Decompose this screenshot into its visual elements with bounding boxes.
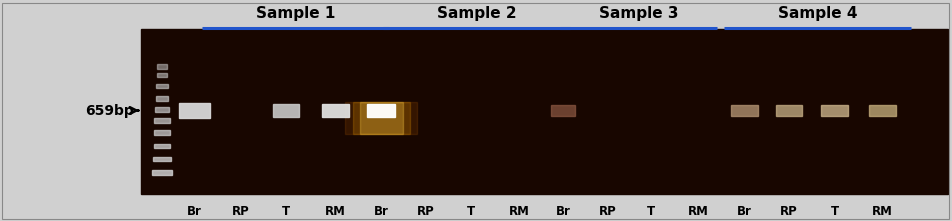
Bar [141,29,947,37]
Text: Sample 3: Sample 3 [598,6,678,21]
Bar [141,170,947,178]
Bar [821,105,847,116]
Bar [141,45,947,53]
Bar [141,161,947,170]
Text: RP: RP [780,205,797,217]
Bar [179,103,209,118]
Bar [141,78,947,87]
Bar [141,128,947,137]
Bar [272,104,299,117]
Bar [345,101,417,133]
Text: RM: RM [325,205,346,217]
Bar [153,144,169,148]
Bar [156,84,168,88]
Bar [153,130,169,135]
Bar [141,120,947,128]
Bar [141,70,947,78]
Text: Br: Br [187,205,202,217]
Bar [153,157,170,161]
Bar [141,103,947,112]
Text: T: T [466,205,474,217]
Bar [868,105,895,116]
Text: Br: Br [555,205,570,217]
Bar [141,37,947,45]
Bar [141,62,947,70]
Text: T: T [830,205,838,217]
Text: RP: RP [599,205,616,217]
Bar [155,107,169,112]
Bar [730,105,757,116]
Bar [141,137,947,145]
Bar [157,64,167,69]
Bar [156,73,168,77]
Text: RM: RM [687,205,708,217]
Bar [155,96,168,101]
Bar [154,118,169,123]
Text: T: T [282,205,289,217]
Bar [352,101,409,133]
Text: T: T [646,205,654,217]
Text: Sample 1: Sample 1 [255,6,335,21]
Text: RP: RP [232,205,249,217]
Bar [141,178,947,186]
Bar [141,29,947,194]
Bar [359,101,402,133]
Bar [141,95,947,103]
Text: Br: Br [373,205,388,217]
Bar [141,145,947,153]
Bar [141,53,947,62]
Bar [152,170,171,175]
Text: Sample 4: Sample 4 [777,6,857,21]
Text: RM: RM [871,205,892,217]
Bar [775,105,802,116]
Text: Sample 2: Sample 2 [436,6,516,21]
Bar [367,104,395,117]
Bar [141,186,947,194]
Text: RP: RP [417,205,434,217]
Bar [322,104,348,117]
Bar [141,153,947,161]
Bar [141,87,947,95]
Bar [141,112,947,120]
Text: Br: Br [736,205,751,217]
Bar [550,105,575,116]
Text: 659bp: 659bp [86,103,134,118]
Text: RM: RM [508,205,529,217]
